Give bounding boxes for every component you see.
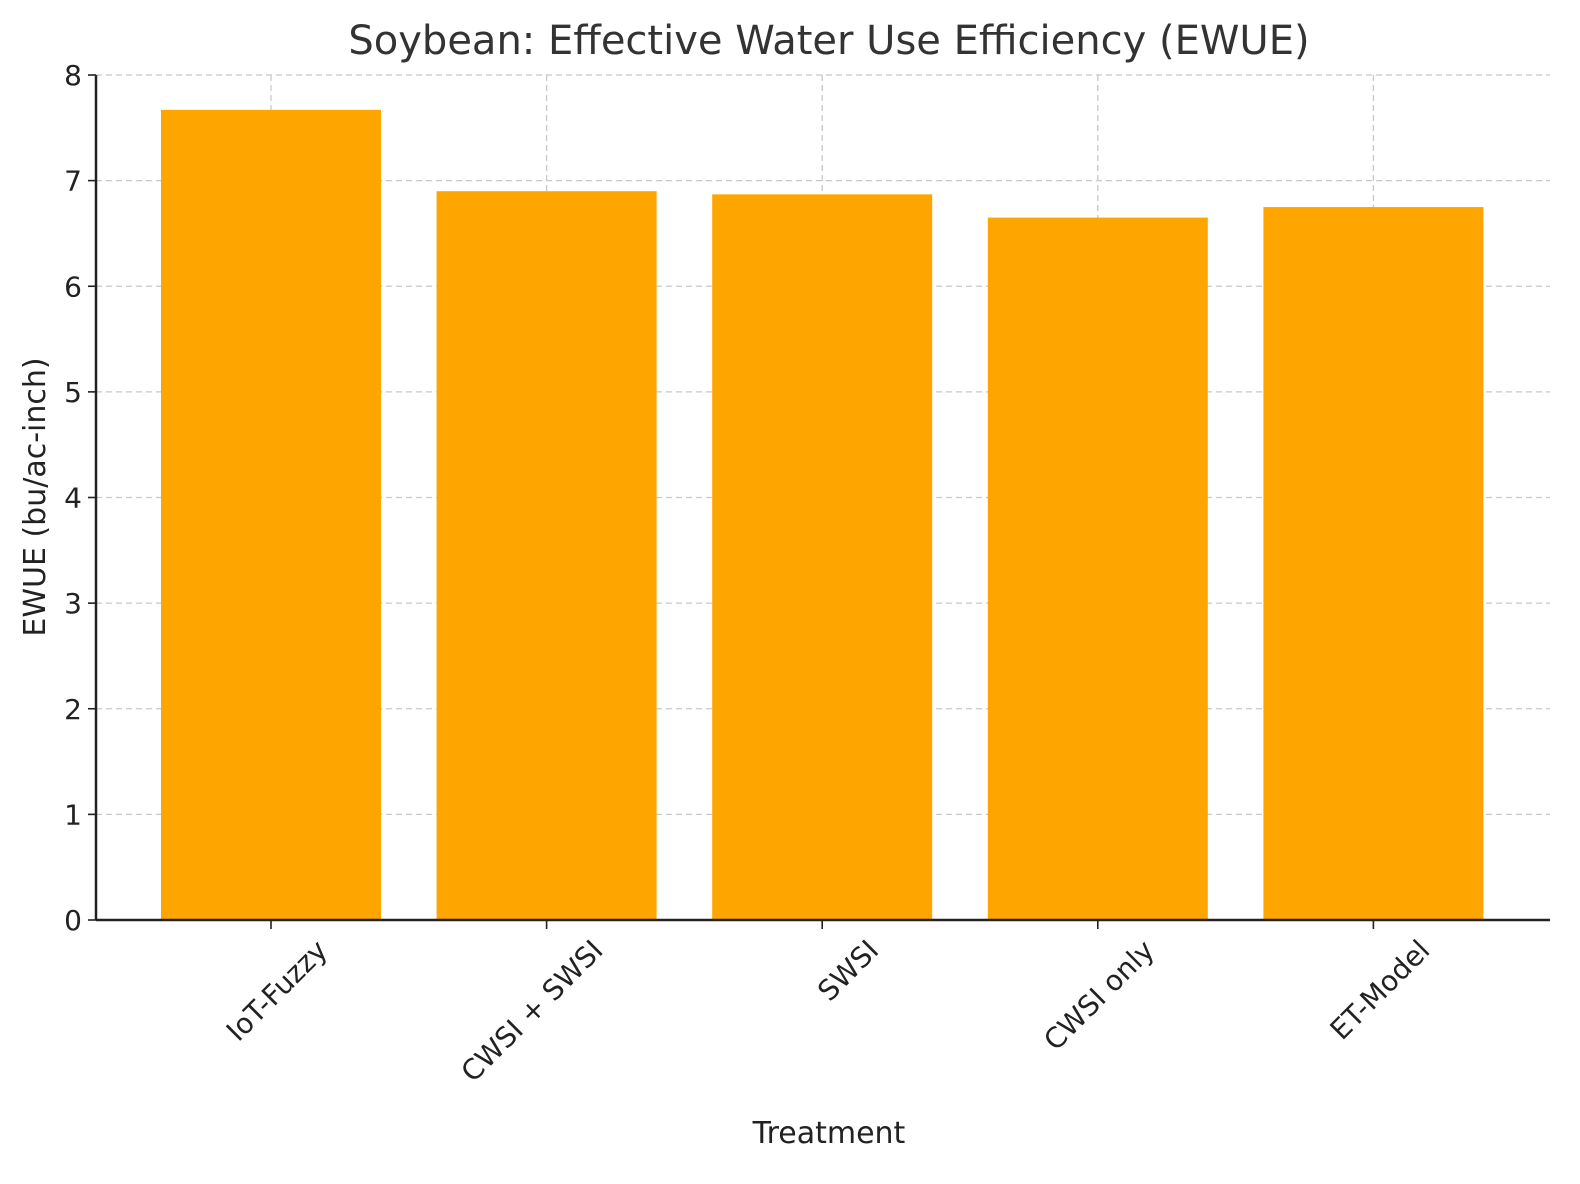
x-tick-label: CWSI + SWSI [455, 934, 610, 1089]
y-tick-label: 5 [64, 376, 82, 409]
y-tick-label: 7 [64, 165, 82, 198]
bar-et-model [1263, 207, 1484, 920]
chart-title: Soybean: Effective Water Use Efficiency … [348, 18, 1309, 64]
x-tick-label: IoT-Fuzzy [220, 934, 334, 1048]
y-tick-label: 6 [64, 270, 82, 303]
y-tick-label: 4 [64, 482, 82, 515]
bar-cwsi-swsi [436, 191, 657, 920]
bar-cwsi-only [987, 217, 1208, 920]
x-tick-label: ET-Model [1324, 934, 1437, 1047]
y-tick-label: 2 [64, 693, 82, 726]
y-axis-title: EWUE (bu/ac-inch) [18, 357, 53, 636]
x-axis-title: Treatment [752, 1116, 906, 1151]
y-tick-label: 0 [64, 904, 82, 937]
x-tick-label: CWSI only [1037, 934, 1160, 1057]
bars-layer [161, 109, 1484, 920]
y-tick-label: 3 [64, 587, 82, 620]
bar-swsi [712, 194, 933, 920]
x-tick-label: SWSI [811, 934, 885, 1008]
y-tick-label: 8 [64, 59, 82, 92]
bar-iot-fuzzy [161, 109, 381, 920]
y-tick-label: 1 [64, 798, 82, 831]
